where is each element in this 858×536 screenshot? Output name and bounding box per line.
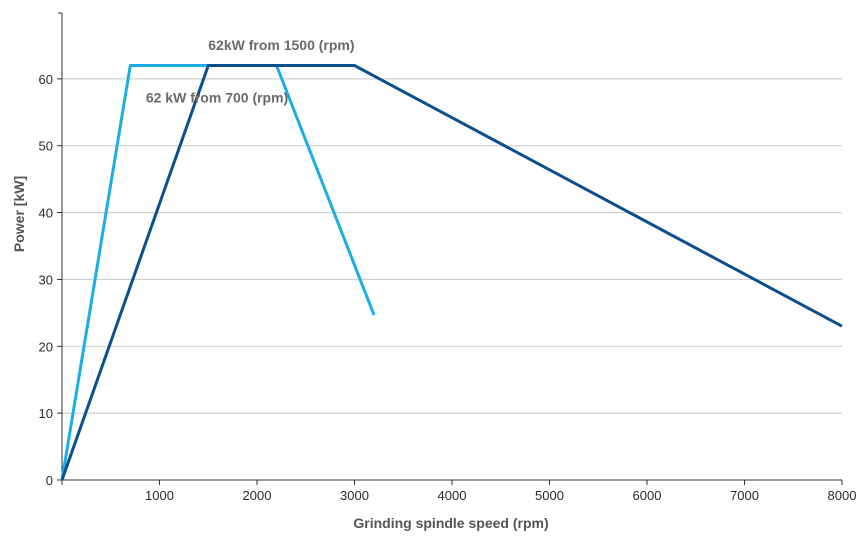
x-tick-label: 1000 — [145, 488, 174, 503]
tick-labels: 0 10 20 30 40 50 60 1000 2000 3000 4000 5000 6000 700… — [39, 72, 857, 503]
gridlines — [62, 78, 842, 414]
x-tick-label: 8000 — [828, 488, 857, 503]
y-tick-label: 10 — [39, 406, 53, 421]
y-axis-title: Power [kW] — [11, 176, 27, 252]
x-tick-label: 7000 — [730, 488, 759, 503]
y-tick-label: 50 — [39, 139, 53, 154]
annotation-label: 62 kW from 700 (rpm) — [146, 89, 288, 105]
series-line-2 — [60, 64, 843, 481]
y-tick-label: 30 — [39, 272, 53, 287]
x-tick-label: 3000 — [340, 488, 369, 503]
series-line-1 — [60, 64, 376, 481]
annotations: 62kW from 1500 (rpm) 62 kW from 700 (rpm) — [146, 37, 355, 105]
x-tick-label: 6000 — [633, 488, 662, 503]
series — [60, 64, 843, 481]
x-axis-title: Grinding spindle speed (rpm) — [353, 515, 548, 531]
x-tick-label: 4000 — [438, 488, 467, 503]
y-tick-label: 60 — [39, 72, 53, 87]
y-tick-label: 0 — [46, 473, 53, 488]
axes — [57, 12, 843, 485]
x-tick-label: 2000 — [243, 488, 272, 503]
annotation-label: 62kW from 1500 (rpm) — [208, 37, 354, 53]
x-tick-label: 5000 — [535, 488, 564, 503]
y-tick-label: 20 — [39, 339, 53, 354]
y-tick-label: 40 — [39, 206, 53, 221]
